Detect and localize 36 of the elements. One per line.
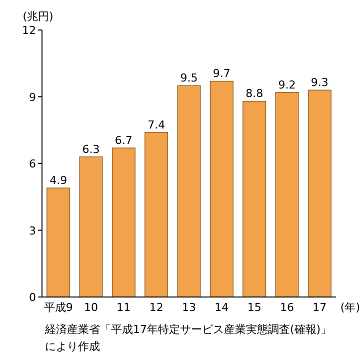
data-label: 9.3: [310, 76, 328, 90]
bar: [275, 92, 299, 298]
data-label: 9.7: [212, 67, 230, 80]
bar: [177, 85, 201, 298]
x-tick-label: 15: [247, 301, 262, 314]
text: 経済産業省「平成17年特定サービス産業実態調査(確報)」: [44, 323, 332, 336]
y-axis-title: (兆円): [22, 10, 54, 23]
x-tick-label: 14: [214, 301, 229, 314]
data-label: 4.9: [50, 174, 68, 187]
y-tick-label: 3: [29, 224, 36, 238]
bar: [242, 100, 266, 298]
bar: [46, 188, 70, 298]
data-label: 8.8: [246, 87, 264, 100]
x-axis-title: (年): [340, 301, 360, 314]
data-label: 9.5: [180, 72, 198, 85]
data-label: 6.7: [114, 134, 132, 147]
y-tick-label: 6: [29, 158, 36, 170]
y-tick-label: 9: [29, 90, 36, 104]
bar: [144, 132, 168, 298]
x-tick-label: 13: [182, 301, 196, 314]
data-label: 7.4: [148, 118, 166, 132]
data-label: 6.3: [82, 142, 100, 156]
data-label: 9.2: [278, 78, 296, 92]
y-tick-label: 0: [29, 291, 36, 304]
y-tick-label: 12: [22, 24, 36, 37]
x-tick-label: 11: [116, 301, 131, 314]
x-tick-label: 平成9: [44, 301, 73, 314]
x-tick-label: 12: [149, 301, 164, 314]
bar: [308, 90, 332, 298]
x-tick-label: 10: [84, 301, 98, 314]
text: により作成: [45, 340, 100, 353]
x-tick-label: 16: [280, 301, 294, 314]
bar: [112, 148, 136, 298]
bar: [79, 156, 103, 298]
bar: [210, 80, 234, 298]
x-tick-label: 17: [312, 301, 327, 314]
